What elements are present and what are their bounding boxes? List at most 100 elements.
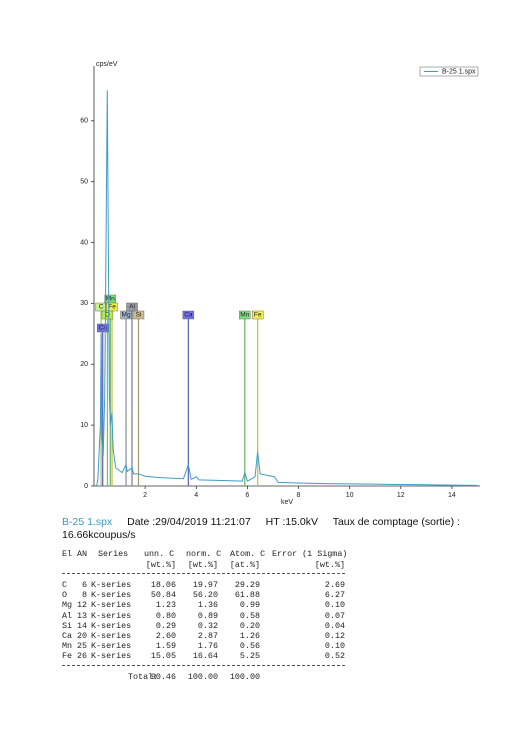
value: 2.69 (324, 580, 345, 590)
y-tick-label: 30 (80, 300, 88, 307)
element-box (182, 310, 195, 320)
series: K-series (91, 610, 132, 621)
file-name: B-25 1.spx (62, 516, 113, 528)
element-label: C (99, 304, 104, 311)
value: 1.36 (197, 600, 218, 611)
element: Ca (62, 631, 73, 641)
value: 2.60 (155, 631, 176, 641)
atomic-number: 12 (76, 600, 87, 611)
atomic-number: 6 (81, 580, 87, 590)
value: 0.12 (324, 631, 345, 641)
value: 50.84 (150, 590, 176, 601)
element-label: Mg (122, 312, 131, 319)
element-box (126, 302, 138, 312)
value: 0.58 (239, 610, 260, 621)
element-box (97, 323, 109, 333)
value: 1.23 (155, 600, 176, 611)
element: Fe (62, 651, 73, 662)
y-tick-label: 50 (80, 178, 88, 185)
element-label: Mn (106, 296, 115, 303)
value: 56.20 (192, 590, 218, 601)
value: 0.29 (155, 620, 176, 631)
y-tick-label: 40 (80, 239, 88, 246)
total-value: 100.00 (229, 672, 260, 682)
series: K-series (91, 631, 132, 641)
element-box (132, 310, 145, 320)
atomic-number: 20 (76, 631, 87, 641)
series: K-series (91, 600, 132, 611)
element: O (62, 590, 68, 601)
series: K-series (91, 620, 132, 631)
value: 61.88 (234, 590, 260, 601)
element-label: Ca (99, 325, 108, 332)
element-box (252, 310, 264, 320)
series: K-series (91, 580, 132, 590)
value: 1.26 (239, 631, 260, 641)
element-label: Fe (108, 304, 116, 311)
y-axis-label: cps/eV (96, 61, 118, 68)
y-tick-label: 60 (80, 118, 88, 125)
unit-header: [wt.%] (314, 560, 345, 570)
value: 0.10 (324, 641, 345, 652)
value: 0.56 (239, 641, 260, 652)
x-tick-label: 8 (297, 492, 301, 499)
atomic-number: 13 (76, 610, 87, 621)
atomic-number: 25 (76, 641, 87, 652)
atomic-number: 14 (76, 620, 87, 631)
column-header: unn. C (144, 549, 175, 559)
x-tick-label: 4 (194, 492, 198, 499)
value: 0.04 (324, 620, 345, 631)
column-header: AN (77, 549, 88, 559)
value: 5.25 (239, 651, 260, 662)
element-label: Mn (240, 312, 249, 319)
element: Si (62, 620, 73, 631)
separator (62, 573, 345, 574)
unit-header: [at.%] (229, 560, 260, 570)
value: 0.52 (324, 651, 345, 662)
date: Date :29/04/2019 11:21:07 (127, 516, 251, 528)
column-header: Atom. C (230, 549, 266, 559)
y-tick-label: 10 (80, 422, 88, 429)
x-tick-label: 2 (143, 492, 147, 499)
unit-header: [wt.%] (187, 560, 218, 570)
spectrum-info: B-25 1.spx Date :29/04/2019 11:21:07 HT … (62, 516, 492, 542)
y-tick-label: 0 (84, 483, 88, 490)
series: K-series (91, 651, 132, 662)
value: 19.97 (192, 580, 218, 590)
spectrum-line (96, 90, 478, 487)
value: 2.87 (197, 631, 218, 641)
value: 0.20 (239, 620, 260, 631)
value: 0.89 (197, 610, 218, 621)
legend-label: B-25 1.spx (442, 68, 476, 75)
x-tick-label: 14 (448, 492, 456, 499)
atomic-number: 8 (81, 590, 87, 601)
column-header: El (62, 549, 73, 559)
element-label: Al (129, 304, 135, 311)
value: 1.59 (155, 641, 176, 652)
x-axis-label: keV (281, 499, 293, 506)
series: K-series (91, 641, 132, 652)
x-tick-label: 10 (346, 492, 354, 499)
x-tick-label: 12 (397, 492, 405, 499)
total-label: Total: (128, 672, 159, 682)
element-label: Fe (254, 312, 262, 319)
element-label: Ca (184, 312, 193, 319)
value: 1.76 (197, 641, 218, 652)
element: C (62, 580, 68, 590)
atomic-number: 26 (76, 651, 87, 662)
unit-header: [wt.%] (145, 560, 176, 570)
value: 6.27 (324, 590, 345, 601)
separator (62, 665, 345, 666)
legend-box (419, 66, 479, 77)
value: 0.80 (155, 610, 176, 621)
element-box (239, 310, 251, 320)
element: Mg (62, 600, 73, 611)
value: 16.64 (192, 651, 218, 662)
value: 15.05 (150, 651, 176, 662)
value: 18.06 (150, 580, 176, 590)
series: K-series (91, 590, 132, 601)
value: 0.10 (324, 600, 345, 611)
count-rate: Taux de comptage (sortie) : 16.66kcoupus… (62, 516, 460, 541)
